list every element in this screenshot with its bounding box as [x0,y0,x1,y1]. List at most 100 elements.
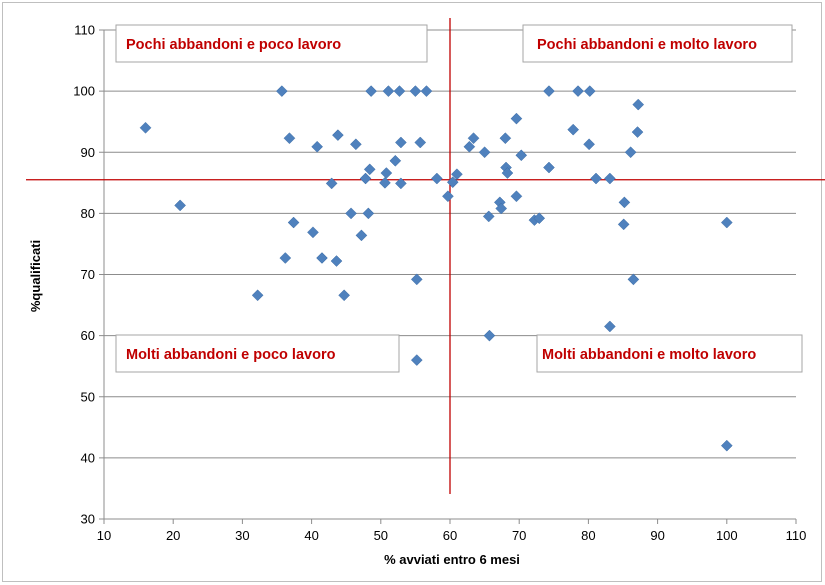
data-point [567,123,580,136]
data-point [632,98,645,111]
data-point [395,177,407,190]
data-point [543,161,555,174]
data-point [389,154,402,167]
data-point [330,255,343,267]
x-tick-label: 10 [97,528,111,543]
x-tick-labels: 10 20 30 40 50 60 70 80 90 100 110 [97,519,807,543]
data-point [287,216,300,229]
data-point [379,176,391,189]
data-point [442,190,454,203]
data-point [603,172,616,185]
data-point [583,138,595,151]
quadrant-label-bottom-right: Molti abbandoni e molto lavoro [536,334,803,373]
quadrant-label-top-right-text: Pochi abbandoni e molto lavoro [537,37,757,53]
data-point [515,149,528,162]
data-point [624,146,637,159]
data-point [382,85,395,97]
x-tick-label: 50 [374,528,388,543]
data-point [275,85,288,97]
data-point [501,167,514,179]
data-point [720,439,733,452]
data-point [446,176,459,189]
y-tick-label: 70 [81,267,95,282]
x-tick-label: 20 [166,528,180,543]
x-tick-label: 90 [650,528,664,543]
x-tick-label: 60 [443,528,457,543]
data-point [618,196,631,209]
data-point [451,168,463,181]
data-point [365,85,377,97]
x-tick-label: 100 [716,528,738,543]
y-tick-label: 80 [81,206,95,221]
data-point [631,126,644,138]
data-point [311,140,323,153]
data-point [325,177,338,190]
y-tick-label: 90 [81,145,95,160]
y-tick-label: 100 [73,84,95,99]
data-point [720,216,733,229]
data-point [590,172,602,185]
y-tick-label: 50 [81,389,95,404]
x-tick-label: 40 [304,528,318,543]
data-point [332,129,344,141]
data-points [139,85,733,452]
x-tick-label: 110 [786,528,807,543]
data-point [482,210,495,223]
x-tick-label: 80 [581,528,595,543]
y-tick-labels: 30 40 50 60 70 80 90 100 110 [73,23,104,527]
data-point [572,85,584,97]
x-tick-label: 70 [512,528,526,543]
data-point [410,273,423,286]
data-point [430,172,443,185]
data-point [174,199,186,212]
data-point [363,163,376,176]
data-point [355,229,368,242]
data-point [410,354,423,366]
data-point [510,112,523,125]
data-point [603,320,616,333]
data-point [617,218,630,231]
data-point [483,329,496,342]
data-point [510,190,523,203]
quadrant-label-bottom-left: Molti abbandoni e poco lavoro [115,334,400,373]
data-point [463,140,476,153]
data-point [345,207,357,220]
y-tick-label: 110 [74,23,95,38]
y-tick-label: 30 [81,512,95,527]
quadrant-label-top-right: Pochi abbandoni e molto lavoro [522,24,793,63]
data-point [499,132,512,145]
data-point [583,85,596,97]
quadrant-label-bottom-left-text: Molti abbandoni e poco lavoro [126,347,336,363]
data-point [467,132,480,145]
data-point [362,207,375,220]
quadrant-label-top-left-text: Pochi abbandoni e poco lavoro [126,37,341,53]
data-point [393,85,406,97]
data-point [420,85,433,97]
data-point [279,252,292,264]
data-point [350,138,362,151]
y-axis-title: %qualificati [28,240,43,312]
y-tick-label: 60 [81,328,95,343]
data-point [359,172,372,185]
data-point [409,85,422,97]
data-point [627,273,640,286]
y-tick-label: 40 [81,450,95,465]
data-point [316,252,328,264]
data-point [395,136,407,149]
data-point [307,226,319,239]
reference-lines [26,18,825,494]
data-point [543,85,555,97]
data-point [139,121,152,134]
data-point [283,132,296,145]
data-point [533,212,546,225]
data-point [478,146,491,159]
data-point [338,289,350,302]
x-tick-label: 30 [235,528,249,543]
data-point [495,202,508,215]
data-point [251,289,264,302]
data-point [414,136,427,149]
data-point [380,167,393,179]
quadrant-label-bottom-right-text: Molti abbandoni e molto lavoro [542,347,756,363]
